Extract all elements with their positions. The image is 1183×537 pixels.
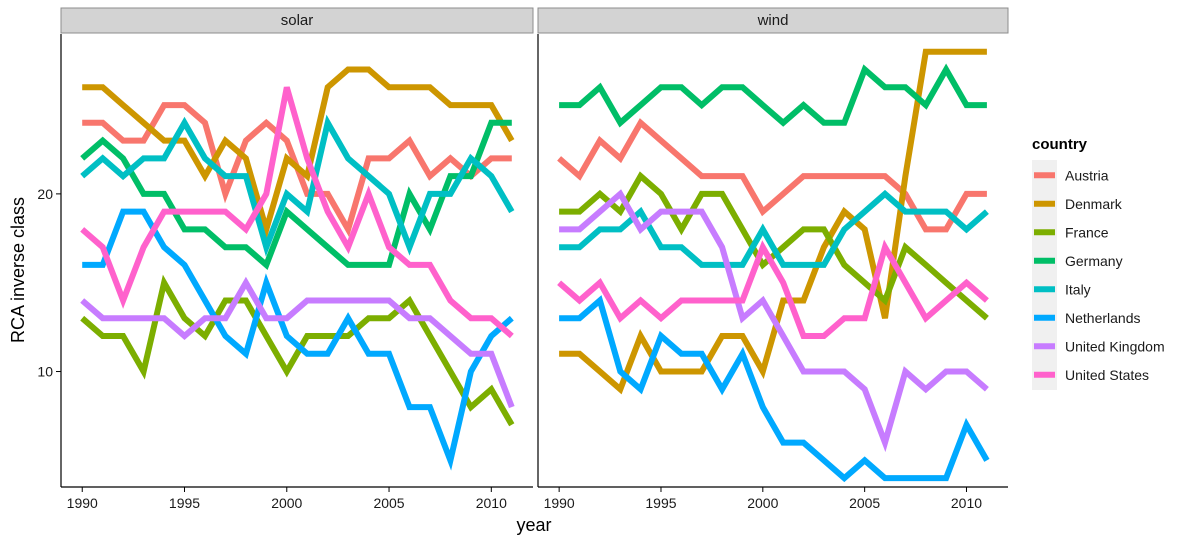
legend-label: United Kingdom (1065, 338, 1165, 354)
series-line-united-states (557, 239, 989, 339)
series-line-united-kingdom (80, 276, 515, 409)
series-lines (557, 48, 990, 483)
legend-key-background (1032, 160, 1057, 390)
series-line-germany (559, 63, 987, 128)
facet-strip (60, 7, 534, 34)
series-line-united-kingdom (559, 189, 989, 453)
series-lines (80, 66, 515, 471)
x-tick-label: 2000 (747, 495, 778, 511)
series-line-france (559, 171, 989, 321)
series-line-france (80, 274, 515, 427)
x-tick-label: 1990 (544, 495, 575, 511)
legend-item-united-kingdom: United Kingdom (1034, 338, 1165, 354)
series-line-netherlands (559, 295, 990, 483)
legend-item-germany: Germany (1034, 253, 1123, 269)
legend-title: country (1032, 136, 1088, 153)
x-tick-label: 2000 (271, 495, 302, 511)
x-tick-label: 1990 (67, 495, 98, 511)
facet-strip-label: wind (757, 12, 789, 29)
series-line-denmark (559, 48, 987, 395)
legend-items: Austria Denmark France Germany Italy Netherla… (1032, 160, 1165, 390)
legend-item-united-states: United States (1034, 367, 1149, 383)
x-axis-title: year (516, 515, 551, 535)
y-tick-label: 20 (37, 186, 53, 202)
x-tick-label: 2010 (951, 495, 982, 511)
series-line-germany (80, 119, 512, 270)
legend-item-denmark: Denmark (1034, 196, 1123, 212)
x-tick-label: 2005 (373, 495, 404, 511)
x-tick-label: 1995 (645, 495, 676, 511)
panel-solar: solar 1990 1995 2000 2005 2010 10 20 (37, 7, 534, 511)
legend-label: Netherlands (1065, 310, 1141, 326)
y-tick-label: 10 (37, 364, 53, 380)
legend-item-france: France (1034, 224, 1109, 240)
legend-item-italy: Italy (1034, 281, 1091, 297)
y-axis-title: RCA inverse class (8, 197, 28, 343)
legend-label: France (1065, 224, 1109, 240)
legend-label: Italy (1065, 281, 1091, 297)
legend-label: Denmark (1065, 196, 1123, 212)
facet-strip (537, 7, 1009, 34)
x-tick-label: 2005 (849, 495, 880, 511)
series-line-italy (559, 189, 989, 268)
series-line-italy (80, 114, 515, 257)
legend-item-netherlands: Netherlands (1034, 310, 1141, 326)
legend-label: Germany (1065, 253, 1123, 269)
legend: country Austria Denmark France Germany Italy… (1032, 136, 1165, 390)
legend-label: Austria (1065, 167, 1109, 183)
facet-strip-label: solar (281, 12, 314, 29)
legend-label: United States (1065, 367, 1149, 383)
x-tick-label: 2010 (476, 495, 507, 511)
series-line-united-states (80, 86, 514, 339)
panel-wind: wind 1990 1995 2000 2005 2010 (537, 7, 1009, 511)
series-line-denmark (82, 66, 515, 241)
x-tick-label: 1995 (169, 495, 200, 511)
legend-item-austria: Austria (1034, 167, 1109, 183)
chart-panels: solar 1990 1995 2000 2005 2010 10 20 wind 1990 199… (37, 7, 1009, 511)
